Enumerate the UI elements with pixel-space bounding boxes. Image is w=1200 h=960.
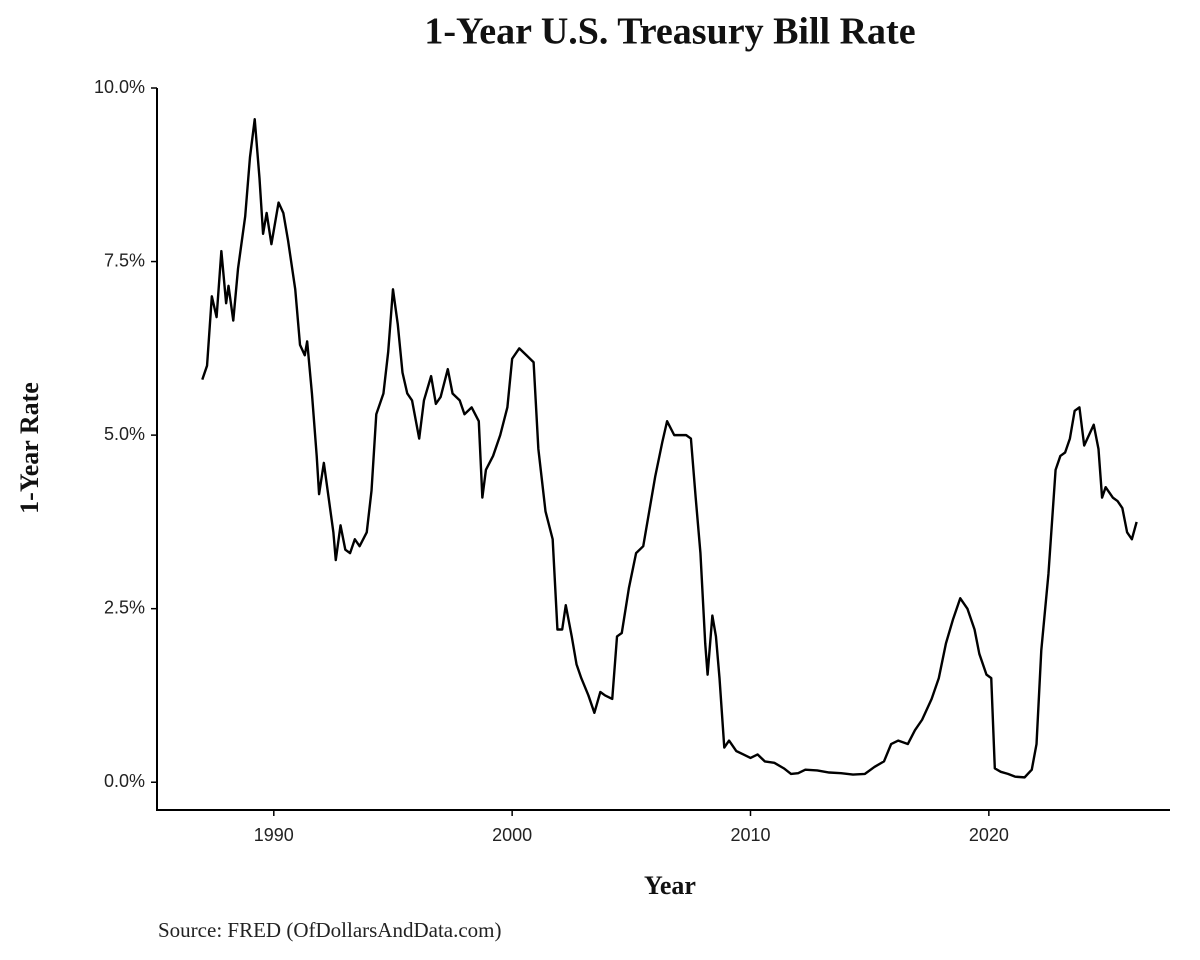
x-tick-label: 2010 [730,825,770,845]
y-tick-label: 10.0% [94,77,145,97]
chart-title: 1-Year U.S. Treasury Bill Rate [424,11,915,53]
x-axis-title: Year [644,871,696,900]
x-tick-label: 2000 [492,825,532,845]
y-axis-title: 1-Year Rate [15,382,44,514]
source-note: Source: FRED (OfDollarsAndData.com) [158,918,502,942]
x-tick-label: 2020 [969,825,1009,845]
x-tick-label: 1990 [254,825,294,845]
y-tick-label: 7.5% [104,250,145,270]
rate-line [201,118,1138,779]
y-tick-label: 5.0% [104,424,145,444]
y-tick-label: 2.5% [104,597,145,617]
y-tick-label: 0.0% [104,771,145,791]
